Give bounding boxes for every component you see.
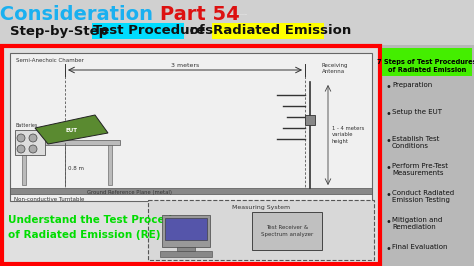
Bar	[305, 115, 315, 125]
Bar	[148, 200, 374, 260]
Text: Establish Test
Conditions: Establish Test Conditions	[392, 136, 439, 149]
Bar	[108, 145, 112, 185]
Text: Setup the EUT: Setup the EUT	[392, 109, 442, 115]
Text: •: •	[386, 136, 392, 146]
Bar	[0, 0, 474, 45]
Text: •: •	[386, 109, 392, 119]
Circle shape	[29, 134, 37, 142]
Text: •: •	[386, 244, 392, 254]
Text: Batteries: Batteries	[16, 123, 38, 128]
Text: of Radiated Emission: of Radiated Emission	[388, 67, 466, 73]
Text: Perform Pre-Test
Measurements: Perform Pre-Test Measurements	[392, 163, 448, 176]
Bar	[160, 251, 212, 257]
Circle shape	[17, 145, 25, 153]
Text: 3 meters: 3 meters	[171, 63, 199, 68]
Text: Test Receiver &
Spectrum analyzer: Test Receiver & Spectrum analyzer	[261, 225, 313, 236]
Polygon shape	[35, 115, 108, 144]
Bar	[252, 212, 322, 250]
Bar	[177, 247, 195, 251]
Text: Measuring System: Measuring System	[232, 205, 290, 210]
Text: 7 Steps of Test Procedures: 7 Steps of Test Procedures	[377, 59, 474, 65]
Text: Non-conductive Turntable: Non-conductive Turntable	[14, 197, 84, 202]
Text: Conduct Radiated
Emission Testing: Conduct Radiated Emission Testing	[392, 190, 454, 203]
Bar	[92, 23, 184, 39]
Text: 1 - 4 meters
variable
height: 1 - 4 meters variable height	[332, 126, 365, 144]
Bar	[165, 218, 207, 240]
Text: Semi-Anechoic Chamber: Semi-Anechoic Chamber	[16, 58, 84, 63]
Text: Receiving
Antenna: Receiving Antenna	[322, 63, 348, 74]
Bar	[10, 188, 372, 194]
Bar	[162, 215, 210, 247]
Text: Step-by-Step: Step-by-Step	[10, 24, 113, 38]
Bar	[382, 48, 472, 76]
Text: of Radiated Emission (RE): of Radiated Emission (RE)	[8, 230, 161, 240]
Bar	[15, 130, 45, 155]
Text: EMC Consideration: EMC Consideration	[0, 5, 160, 23]
Text: of: of	[185, 24, 210, 38]
Text: EUT: EUT	[66, 128, 78, 134]
Circle shape	[29, 145, 37, 153]
Bar	[22, 145, 26, 185]
Text: Part 54: Part 54	[160, 5, 240, 23]
Text: •: •	[386, 82, 392, 92]
Text: •: •	[386, 190, 392, 200]
Bar	[212, 23, 324, 39]
Text: Radiated Emission: Radiated Emission	[213, 24, 351, 38]
Text: EMC Consideration Part 54: EMC Consideration Part 54	[228, 13, 246, 15]
Text: 0.8 m: 0.8 m	[68, 165, 84, 171]
Text: Final Evaluation: Final Evaluation	[392, 244, 447, 250]
Text: Ground Reference Plane (metal): Ground Reference Plane (metal)	[88, 190, 173, 195]
Text: •: •	[386, 217, 392, 227]
Bar	[10, 53, 372, 201]
Text: •: •	[386, 163, 392, 173]
Bar	[380, 45, 474, 266]
Bar	[15, 140, 120, 145]
Text: Understand the Test Procedures: Understand the Test Procedures	[8, 215, 198, 225]
Text: Mitigation and
Remediation: Mitigation and Remediation	[392, 217, 442, 230]
Text: Preparation: Preparation	[392, 82, 432, 88]
Text: Test Procedures: Test Procedures	[93, 24, 213, 38]
Circle shape	[17, 134, 25, 142]
Bar	[2, 46, 380, 264]
